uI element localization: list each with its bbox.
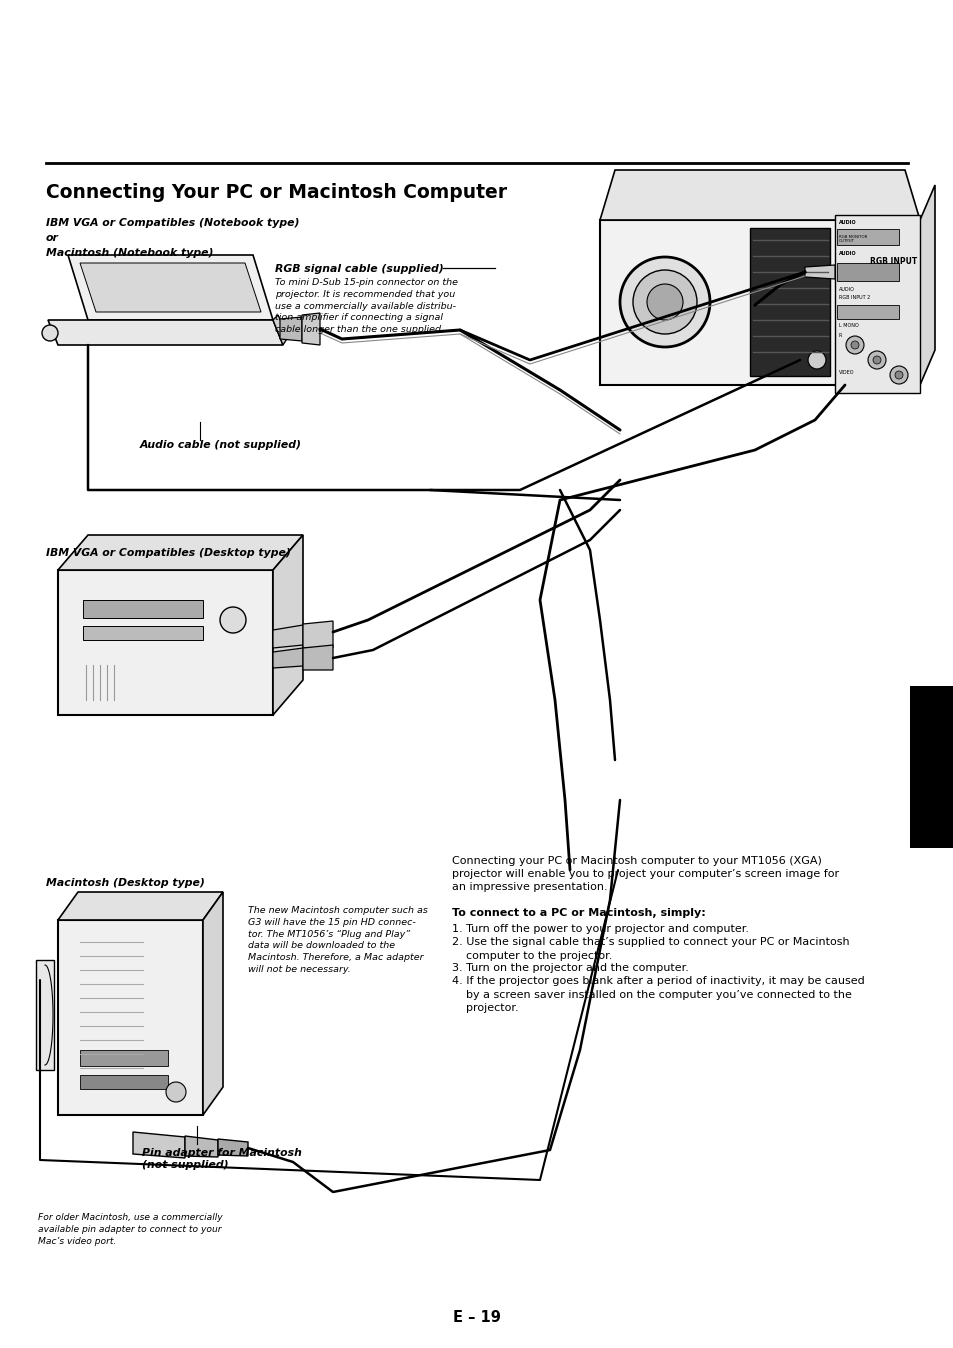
Bar <box>83 600 203 617</box>
Polygon shape <box>302 313 319 345</box>
Text: 3. Turn on the projector and the computer.: 3. Turn on the projector and the compute… <box>452 962 688 973</box>
Circle shape <box>845 336 863 355</box>
Circle shape <box>850 341 858 349</box>
Text: E – 19: E – 19 <box>453 1310 500 1325</box>
Bar <box>834 214 919 394</box>
Polygon shape <box>303 644 333 670</box>
Text: RGB INPUT: RGB INPUT <box>869 257 916 266</box>
Polygon shape <box>273 315 288 345</box>
Bar <box>36 960 54 1070</box>
Text: To connect to a PC or Macintosh, simply:: To connect to a PC or Macintosh, simply: <box>452 909 705 918</box>
Circle shape <box>889 367 907 384</box>
Bar <box>80 1050 168 1066</box>
Text: 4. If the projector goes blank after a period of inactivity, it may be caused
  : 4. If the projector goes blank after a p… <box>452 976 863 1014</box>
Text: RGB INPUT 2: RGB INPUT 2 <box>838 295 869 301</box>
Text: Audio cable (not supplied): Audio cable (not supplied) <box>140 439 302 450</box>
Text: RGB MONITOR
OUTPUT: RGB MONITOR OUTPUT <box>838 235 866 243</box>
Bar <box>836 263 898 280</box>
Text: Macintosh (Desktop type): Macintosh (Desktop type) <box>46 878 205 888</box>
Bar <box>836 305 898 319</box>
Text: R: R <box>838 333 841 338</box>
Circle shape <box>894 371 902 379</box>
Text: Connecting your PC or Macintosh computer to your MT1056 (XGA)
projector will ena: Connecting your PC or Macintosh computer… <box>452 856 839 892</box>
Polygon shape <box>58 535 303 570</box>
Circle shape <box>807 350 825 369</box>
Polygon shape <box>804 266 834 279</box>
Polygon shape <box>80 263 261 311</box>
Bar <box>83 625 203 640</box>
Bar <box>58 919 203 1115</box>
Text: RGB signal cable (supplied): RGB signal cable (supplied) <box>274 264 443 274</box>
Circle shape <box>220 607 246 634</box>
Circle shape <box>872 356 880 364</box>
Bar <box>749 228 829 376</box>
Polygon shape <box>203 892 223 1115</box>
Text: 2. Use the signal cable that’s supplied to connect your PC or Macintosh
    comp: 2. Use the signal cable that’s supplied … <box>452 937 849 961</box>
Circle shape <box>867 350 885 369</box>
Polygon shape <box>273 535 303 714</box>
Polygon shape <box>280 317 302 341</box>
Circle shape <box>166 1082 186 1103</box>
Text: L MONO: L MONO <box>838 324 858 328</box>
Text: AUDIO: AUDIO <box>838 251 856 256</box>
Bar <box>80 1074 168 1089</box>
Text: To mini D-Sub 15-pin connector on the
projector. It is recommended that you
use : To mini D-Sub 15-pin connector on the pr… <box>274 278 457 334</box>
Text: Pin adapter for Macintosh
(not supplied): Pin adapter for Macintosh (not supplied) <box>142 1148 301 1170</box>
Circle shape <box>619 257 709 346</box>
Text: 1. Turn off the power to your projector and computer.: 1. Turn off the power to your projector … <box>452 923 748 934</box>
Polygon shape <box>185 1136 218 1157</box>
Polygon shape <box>303 621 333 648</box>
Polygon shape <box>919 185 934 386</box>
Polygon shape <box>58 892 223 919</box>
Circle shape <box>42 325 58 341</box>
Polygon shape <box>48 319 283 345</box>
Text: AUDIO: AUDIO <box>838 287 854 293</box>
Text: IBM VGA or Compatibles (Notebook type)
or
Macintosh (Notebook type): IBM VGA or Compatibles (Notebook type) o… <box>46 218 299 257</box>
Polygon shape <box>218 1139 248 1157</box>
Bar <box>58 570 273 714</box>
Text: The new Macintosh computer such as
G3 will have the 15 pin HD connec-
tor. The M: The new Macintosh computer such as G3 wi… <box>248 906 428 975</box>
Text: VIDEO: VIDEO <box>838 369 854 375</box>
Text: AUDIO: AUDIO <box>838 220 856 225</box>
Polygon shape <box>273 625 303 648</box>
Polygon shape <box>68 255 273 319</box>
Bar <box>599 220 919 386</box>
Polygon shape <box>599 170 919 220</box>
Text: IBM VGA or Compatibles (Desktop type): IBM VGA or Compatibles (Desktop type) <box>46 549 291 558</box>
Circle shape <box>646 284 682 319</box>
Polygon shape <box>273 648 303 669</box>
Bar <box>836 229 898 245</box>
Text: For older Macintosh, use a commercially
available pin adapter to connect to your: For older Macintosh, use a commercially … <box>38 1213 222 1246</box>
Bar <box>909 686 953 848</box>
Text: Connecting Your PC or Macintosh Computer: Connecting Your PC or Macintosh Computer <box>46 183 507 202</box>
Circle shape <box>633 270 697 334</box>
Polygon shape <box>132 1132 185 1158</box>
